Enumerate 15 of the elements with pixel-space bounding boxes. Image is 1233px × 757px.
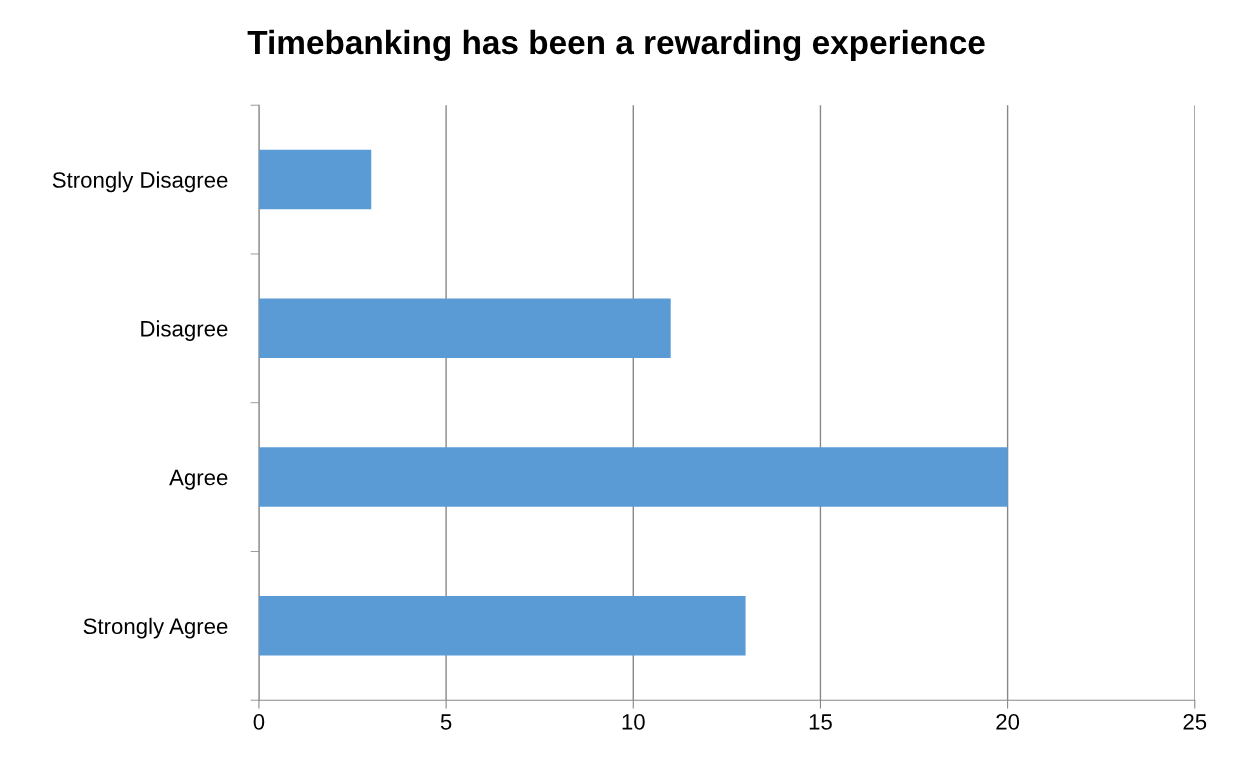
x-tick-label: 20 xyxy=(996,714,1020,730)
chart-title: Timebanking has been a rewarding experience xyxy=(247,29,985,62)
bar xyxy=(258,447,1008,507)
y-tick-label: Strongly Agree xyxy=(83,617,228,639)
x-tick-label: 15 xyxy=(809,714,832,730)
bar xyxy=(258,149,372,210)
y-tick-label: Strongly Disagree xyxy=(52,171,228,193)
bar xyxy=(258,298,671,359)
x-tick-label: 0 xyxy=(253,714,265,730)
y-tick-label: Disagree xyxy=(141,320,228,342)
bar xyxy=(258,596,746,656)
x-tick-label: 10 xyxy=(622,714,645,730)
y-tick-label: Agree xyxy=(169,469,228,490)
x-tick-label: 5 xyxy=(440,714,452,730)
x-tick-label: 25 xyxy=(1183,714,1207,730)
